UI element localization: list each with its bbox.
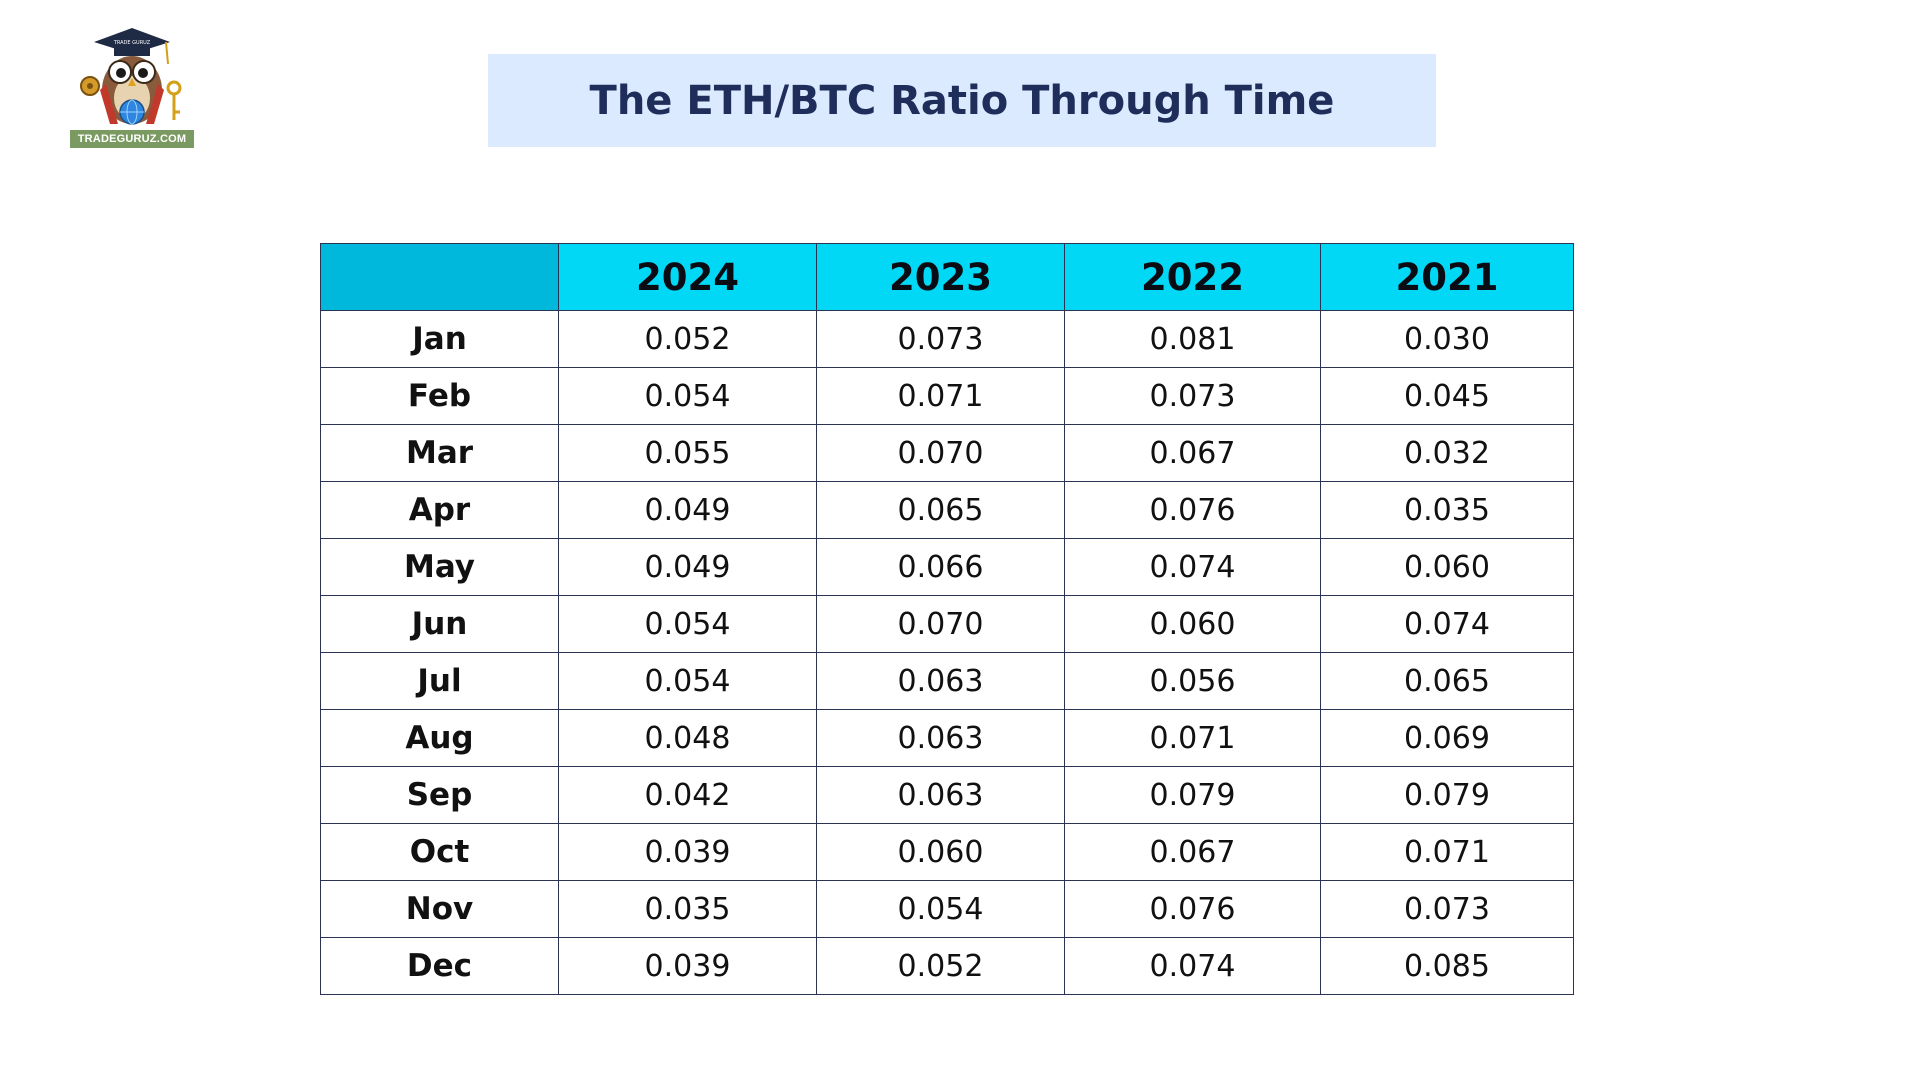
table-row: Jul 0.054 0.063 0.056 0.065: [320, 652, 1574, 710]
table-row: May 0.049 0.066 0.074 0.060: [320, 538, 1574, 596]
value-cell-2021: 0.060: [1320, 538, 1574, 596]
header-cell-corner: [320, 243, 559, 311]
month-label: Nov: [320, 880, 559, 938]
value-cell-2022: 0.056: [1064, 652, 1321, 710]
value-cell-2021: 0.069: [1320, 709, 1574, 767]
value-cell-2024: 0.054: [558, 595, 817, 653]
logo-cap-text: TRADE GURUZ: [113, 40, 151, 46]
month-label: Jan: [320, 310, 559, 368]
value-cell-2023: 0.071: [816, 367, 1065, 425]
value-cell-2024: 0.049: [558, 538, 817, 596]
table-row: Aug 0.048 0.063 0.071 0.069: [320, 709, 1574, 767]
value-cell-2021: 0.035: [1320, 481, 1574, 539]
value-cell-2021: 0.071: [1320, 823, 1574, 881]
header-cell-2021: 2021: [1320, 243, 1574, 311]
value-cell-2024: 0.052: [558, 310, 817, 368]
table-row: Feb 0.054 0.071 0.073 0.045: [320, 367, 1574, 425]
header-row: 2024 2023 2022 2021: [320, 243, 1574, 311]
value-cell-2023: 0.070: [816, 595, 1065, 653]
month-label: Dec: [320, 937, 559, 995]
value-cell-2022: 0.074: [1064, 937, 1321, 995]
value-cell-2023: 0.063: [816, 766, 1065, 824]
page-title: The ETH/BTC Ratio Through Time: [589, 77, 1335, 124]
table-row: Jan 0.052 0.073 0.081 0.030: [320, 310, 1574, 368]
table-row: Sep 0.042 0.063 0.079 0.079: [320, 766, 1574, 824]
value-cell-2022: 0.081: [1064, 310, 1321, 368]
title-banner: The ETH/BTC Ratio Through Time: [488, 54, 1436, 147]
value-cell-2021: 0.030: [1320, 310, 1574, 368]
table-row: Mar 0.055 0.070 0.067 0.032: [320, 424, 1574, 482]
month-label: May: [320, 538, 559, 596]
value-cell-2023: 0.052: [816, 937, 1065, 995]
tradeguruz-logo[interactable]: TRADE GURUZ TRADEGURUZ.: [70, 24, 194, 148]
table-row: Dec 0.039 0.052 0.074 0.085: [320, 937, 1574, 995]
value-cell-2024: 0.054: [558, 367, 817, 425]
value-cell-2024: 0.035: [558, 880, 817, 938]
owl-mascot-icon: TRADE GURUZ: [80, 28, 182, 125]
month-label: Jun: [320, 595, 559, 653]
value-cell-2021: 0.079: [1320, 766, 1574, 824]
header-cell-2022: 2022: [1064, 243, 1321, 311]
value-cell-2023: 0.065: [816, 481, 1065, 539]
table-row: Apr 0.049 0.065 0.076 0.035: [320, 481, 1574, 539]
value-cell-2023: 0.070: [816, 424, 1065, 482]
value-cell-2023: 0.073: [816, 310, 1065, 368]
month-label: Sep: [320, 766, 559, 824]
value-cell-2022: 0.074: [1064, 538, 1321, 596]
month-label: Aug: [320, 709, 559, 767]
value-cell-2022: 0.067: [1064, 823, 1321, 881]
value-cell-2022: 0.079: [1064, 766, 1321, 824]
value-cell-2021: 0.073: [1320, 880, 1574, 938]
value-cell-2021: 0.032: [1320, 424, 1574, 482]
header-cell-2023: 2023: [816, 243, 1065, 311]
value-cell-2022: 0.060: [1064, 595, 1321, 653]
value-cell-2022: 0.073: [1064, 367, 1321, 425]
month-label: Feb: [320, 367, 559, 425]
table-row: Oct 0.039 0.060 0.067 0.071: [320, 823, 1574, 881]
header-cell-2024: 2024: [558, 243, 817, 311]
month-label: Apr: [320, 481, 559, 539]
value-cell-2021: 0.085: [1320, 937, 1574, 995]
eth-btc-ratio-table: 2024 2023 2022 2021 Jan 0.052 0.073 0.081 0.…: [320, 243, 1574, 995]
value-cell-2022: 0.071: [1064, 709, 1321, 767]
value-cell-2024: 0.049: [558, 481, 817, 539]
value-cell-2023: 0.063: [816, 652, 1065, 710]
value-cell-2021: 0.045: [1320, 367, 1574, 425]
table-row: Jun 0.054 0.070 0.060 0.074: [320, 595, 1574, 653]
month-label: Mar: [320, 424, 559, 482]
value-cell-2022: 0.067: [1064, 424, 1321, 482]
value-cell-2022: 0.076: [1064, 481, 1321, 539]
value-cell-2024: 0.055: [558, 424, 817, 482]
value-cell-2024: 0.048: [558, 709, 817, 767]
value-cell-2023: 0.054: [816, 880, 1065, 938]
value-cell-2021: 0.074: [1320, 595, 1574, 653]
value-cell-2021: 0.065: [1320, 652, 1574, 710]
value-cell-2024: 0.039: [558, 823, 817, 881]
value-cell-2023: 0.066: [816, 538, 1065, 596]
value-cell-2023: 0.060: [816, 823, 1065, 881]
value-cell-2024: 0.039: [558, 937, 817, 995]
value-cell-2022: 0.076: [1064, 880, 1321, 938]
table-row: Nov 0.035 0.054 0.076 0.073: [320, 880, 1574, 938]
table-body: Jan 0.052 0.073 0.081 0.030 Feb 0.054 0.071 0.07…: [320, 310, 1574, 995]
value-cell-2024: 0.042: [558, 766, 817, 824]
value-cell-2024: 0.054: [558, 652, 817, 710]
value-cell-2023: 0.063: [816, 709, 1065, 767]
logo-caption: TRADEGURUZ.COM: [70, 130, 194, 148]
month-label: Oct: [320, 823, 559, 881]
month-label: Jul: [320, 652, 559, 710]
